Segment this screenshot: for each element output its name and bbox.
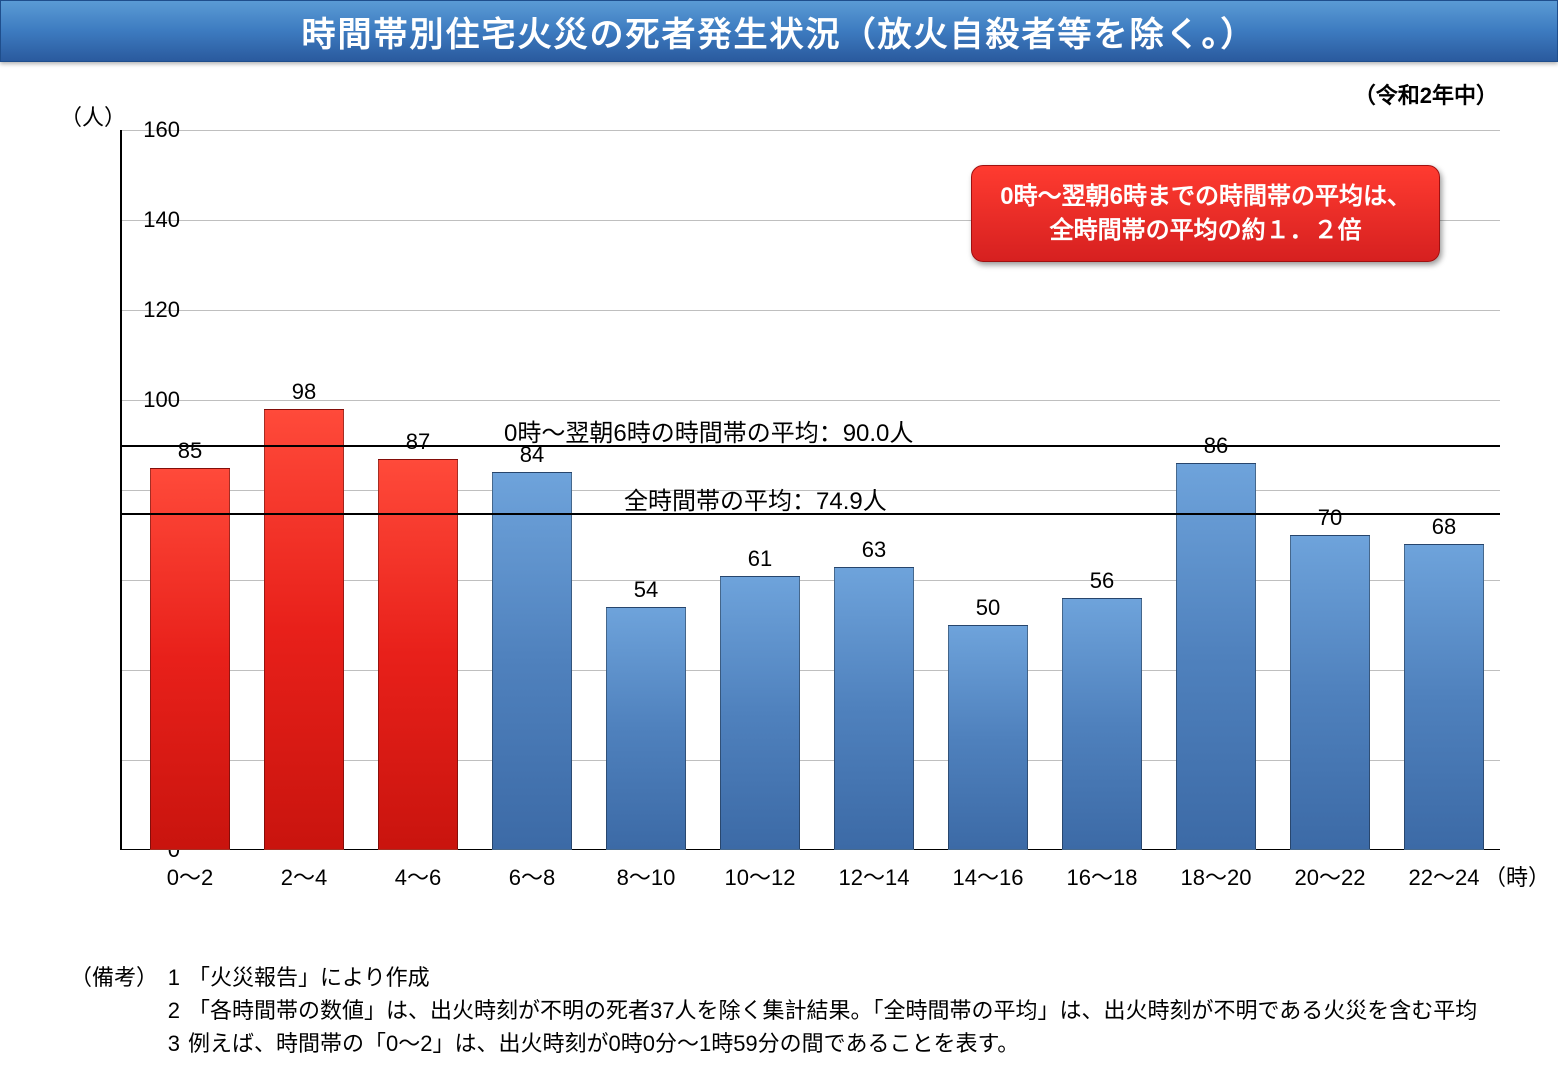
bar-value-label: 61 <box>720 546 800 572</box>
footnote-head: （備考） <box>70 961 158 994</box>
x-tick-label: 6～8 <box>472 860 592 892</box>
bar <box>264 409 344 850</box>
reference-line-label: 全時間帯の平均：74.9人 <box>620 481 891 516</box>
bar-value-label: 85 <box>150 438 230 464</box>
bar <box>834 567 914 851</box>
bar-value-label: 68 <box>1404 514 1484 540</box>
footnote-number: 2 <box>158 994 188 1027</box>
title-bar: 時間帯別住宅火災の死者発生状況（放火自殺者等を除く。） <box>0 0 1558 62</box>
x-tick-label: 2～4 <box>244 860 364 892</box>
footnote-number: 3 <box>158 1027 188 1060</box>
bar <box>150 468 230 851</box>
bar-value-label: 54 <box>606 577 686 603</box>
footnote-row: 2「各時間帯の数値」は、出火時刻が不明の死者37人を除く集計結果。「全時間帯の平… <box>70 994 1477 1027</box>
x-tick-label: 10～12 <box>700 860 820 892</box>
x-tick-label: 16～18 <box>1042 860 1162 892</box>
x-tick-label: 22～24 <box>1384 860 1504 892</box>
bar <box>948 625 1028 850</box>
bar <box>1062 598 1142 850</box>
bar <box>378 459 458 851</box>
bar-value-label: 87 <box>378 429 458 455</box>
footnote-row: 3例えば、時間帯の「0～2」は、出火時刻が0時0分～1時59分の間であることを表… <box>70 1027 1477 1060</box>
bar <box>1176 463 1256 850</box>
footnote-head <box>70 1027 158 1060</box>
bar <box>720 576 800 851</box>
footnote-text: 例えば、時間帯の「0～2」は、出火時刻が0時0分～1時59分の間であることを表す… <box>188 1027 1019 1060</box>
x-tick-label: 8～10 <box>586 860 706 892</box>
x-tick-label: 14～16 <box>928 860 1048 892</box>
bar-value-label: 63 <box>834 537 914 563</box>
footnotes: （備考）1「火災報告」により作成 2「各時間帯の数値」は、出火時刻が不明の死者3… <box>70 961 1477 1060</box>
callout-line: 0時～翌朝6時までの時間帯の平均は、 <box>1000 180 1411 214</box>
footnote-row: （備考）1「火災報告」により作成 <box>70 961 1477 994</box>
footnote-text: 「各時間帯の数値」は、出火時刻が不明の死者37人を除く集計結果。「全時間帯の平均… <box>188 994 1477 1027</box>
bar <box>606 607 686 850</box>
y-axis-unit: （人） <box>60 100 126 132</box>
x-tick-label: 18～20 <box>1156 860 1276 892</box>
plot-area: （時） 020406080100120140160859887845461635… <box>120 130 1500 850</box>
footnote-text: 「火災報告」により作成 <box>188 961 430 994</box>
callout-line: 全時間帯の平均の約１．２倍 <box>1000 214 1411 248</box>
subtitle: （令和2年中） <box>1354 78 1498 110</box>
bar <box>492 472 572 850</box>
bar-value-label: 70 <box>1290 505 1370 531</box>
bar <box>1404 544 1484 850</box>
x-tick-label: 0～2 <box>130 860 250 892</box>
bar <box>1290 535 1370 850</box>
bar-value-label: 98 <box>264 379 344 405</box>
callout-box: 0時～翌朝6時までの時間帯の平均は、全時間帯の平均の約１．２倍 <box>971 165 1440 262</box>
x-tick-label: 20～22 <box>1270 860 1390 892</box>
x-tick-label: 12～14 <box>814 860 934 892</box>
reference-line-label: 0時～翌朝6時の時間帯の平均：90.0人 <box>500 413 917 448</box>
page-title: 時間帯別住宅火災の死者発生状況（放火自殺者等を除く。） <box>302 7 1257 56</box>
chart-area: （人） （時） 02040608010012014016085988784546… <box>50 110 1520 940</box>
footnote-number: 1 <box>158 961 188 994</box>
bar-value-label: 50 <box>948 595 1028 621</box>
x-tick-label: 4～6 <box>358 860 478 892</box>
bar-value-label: 56 <box>1062 568 1142 594</box>
footnote-head <box>70 994 158 1027</box>
